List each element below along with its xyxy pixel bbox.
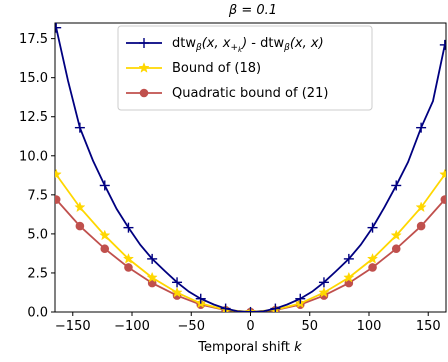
series-3-point-0	[55, 195, 61, 204]
series-3-line	[55, 198, 446, 312]
x-tick-label-5: 100	[357, 319, 382, 334]
series-1-point-3	[123, 222, 134, 233]
x-axis-label-var: k	[294, 340, 302, 355]
series-2-point-2	[99, 229, 111, 241]
series-2-point-11	[318, 286, 330, 298]
x-tick-label-2: −50	[178, 319, 205, 334]
series-1-point-14	[391, 180, 402, 191]
series-1-line	[55, 27, 446, 312]
series-2-line	[55, 174, 446, 312]
series-1-point-16	[439, 39, 446, 50]
legend-marker-3	[139, 88, 149, 98]
series-1-point-7	[220, 303, 231, 312]
y-tick-label-0: 0.0	[27, 306, 48, 321]
legend: dtwβ(x, x+k) - dtwβ(x, x) Bound of (18) …	[117, 25, 373, 111]
y-tick-label-7: 17.5	[19, 32, 48, 47]
x-tick-label-6: 150	[416, 319, 441, 334]
legend-marker-2	[138, 62, 150, 73]
series-2-point-3	[122, 252, 135, 264]
series-1-point-8	[245, 307, 256, 312]
series-2-point-15	[415, 201, 427, 213]
x-axis-ticks: −150 −100 −50 0 50 100 150	[55, 312, 441, 334]
series-3-point-3	[124, 263, 133, 272]
y-tick-label-4: 10.0	[19, 149, 48, 164]
series-3-point-13	[368, 263, 377, 272]
series-2-point-14	[390, 229, 402, 241]
series-3-point-14	[391, 244, 401, 254]
series-1-point-15	[416, 122, 427, 133]
y-tick-label-6: 15.0	[19, 71, 48, 86]
series-1-point-2	[99, 180, 110, 191]
x-tick-label-3: 0	[246, 319, 254, 334]
legend-box	[117, 25, 373, 111]
legend-marker-1	[139, 38, 149, 48]
legend-handle-1	[126, 38, 162, 48]
x-axis-label-text: Temporal shift	[197, 340, 294, 355]
series-2-point-13	[366, 252, 379, 264]
series-1-point-5	[172, 277, 183, 288]
series-1-point-9	[270, 303, 281, 312]
x-tick-label-4: 50	[301, 319, 318, 334]
y-tick-label-2: 5.0	[27, 227, 48, 242]
series-3-point-2	[100, 244, 110, 254]
series-2-point-0	[55, 168, 62, 180]
series-2-point-12	[343, 271, 355, 283]
series-1-point-10	[295, 293, 306, 304]
series-3	[55, 195, 446, 312]
x-axis-label: Temporal shift k	[197, 340, 302, 355]
series-2-point-16	[439, 168, 446, 180]
y-tick-label-1: 2.5	[27, 266, 48, 281]
series-1-point-0	[55, 23, 62, 33]
x-tick-label-0: −150	[55, 319, 91, 334]
series-1-point-11	[318, 277, 329, 288]
series-2-point-5	[171, 286, 183, 298]
series-3-point-1	[75, 221, 85, 231]
series-3-point-15	[416, 221, 426, 231]
legend-label-series-1: dtwβ(x, x+k) - dtwβ(x, x)	[172, 36, 324, 54]
legend-items	[126, 38, 162, 98]
series-1-point-13	[367, 222, 378, 233]
x-tick-label-1: −100	[114, 319, 150, 334]
series-1-point-12	[343, 253, 354, 264]
y-axis-ticks: 0.0 2.5 5.0 7.5 10.0 12.5 15.0 17.5	[19, 32, 55, 321]
legend-label-series-2: Bound of (18)	[172, 61, 261, 76]
series-2	[55, 168, 446, 312]
series-3-point-16	[440, 195, 446, 204]
y-tick-label-3: 7.5	[27, 188, 48, 203]
legend-handle-2	[126, 62, 162, 73]
series-2-point-1	[74, 201, 86, 213]
series-1	[55, 23, 446, 312]
series-layer	[55, 23, 446, 312]
series-1-point-6	[195, 293, 206, 304]
series-1-point-1	[74, 122, 85, 133]
series-2-point-4	[146, 271, 158, 283]
chart-title: β = 0.1	[228, 3, 277, 18]
series-1-point-4	[147, 253, 158, 264]
y-tick-label-5: 12.5	[19, 110, 48, 125]
legend-label-series-3: Quadratic bound of (21)	[172, 86, 328, 101]
legend-handle-3	[126, 88, 162, 98]
